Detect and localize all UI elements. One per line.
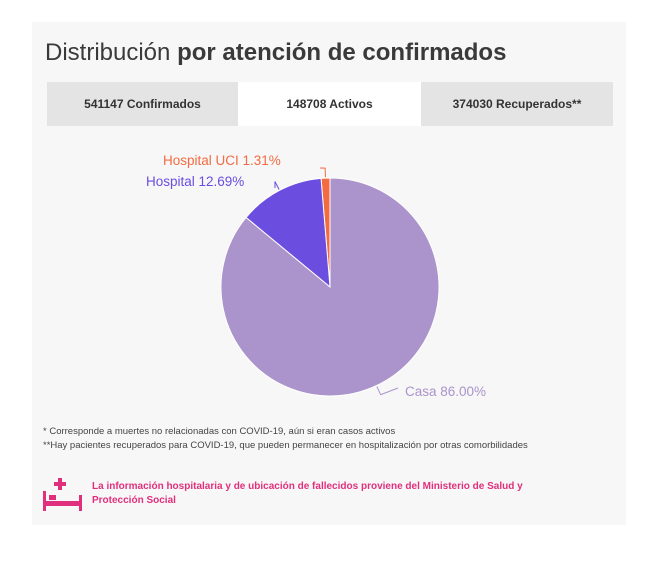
source-text: La información hospitalaria y de ubicaci… — [92, 481, 523, 506]
distribution-card: Distribución por atención de confirmados… — [32, 22, 626, 525]
tabs: 541147 Confirmados 148708 Activos 374030… — [47, 82, 613, 126]
hospital-bed-icon — [43, 478, 82, 511]
leader-line — [319, 167, 326, 178]
pie-slice-hospital[interactable] — [245, 177, 331, 289]
tab-activos[interactable]: 148708 Activos — [238, 82, 421, 126]
title-bold: por atención de confirmados — [177, 39, 507, 66]
source-note: La información hospitalaria y de ubicaci… — [43, 477, 572, 513]
slice-label: Hospital UCI 1.31% — [163, 153, 281, 168]
footnote-1: * Corresponde a muertes no relacionadas … — [43, 426, 396, 437]
footnotes: * Corresponde a muertes no relacionadas … — [43, 425, 528, 453]
tab-confirmados[interactable]: 541147 Confirmados — [47, 82, 238, 126]
pie-slice-casa[interactable] — [220, 177, 440, 397]
title-regular: Distribución — [45, 39, 171, 66]
slice-label: Hospital 12.69% — [146, 174, 244, 189]
pie-chart: Hospital UCI 1.31% Hospital 12.69% Casa 86… — [146, 153, 486, 399]
slice-label: Casa 86.00% — [405, 384, 486, 399]
footnote-2: **Hay pacientes recuperados para COVID-1… — [43, 440, 528, 451]
tab-recuperados[interactable]: 374030 Recuperados** — [421, 82, 613, 126]
leader-line — [274, 181, 280, 190]
chart-title: Distribución por atención de confirmados — [45, 39, 506, 67]
leader-line — [376, 386, 399, 396]
